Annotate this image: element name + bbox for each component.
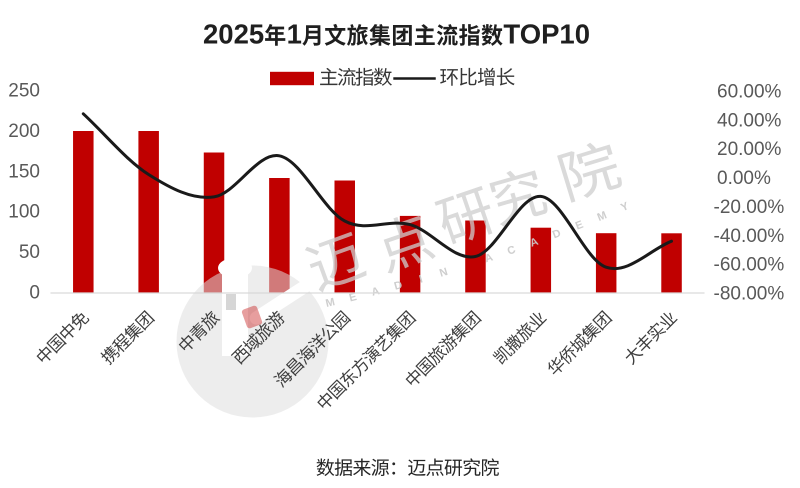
svg-text:-40.00%: -40.00% [714,226,785,247]
svg-text:20.00%: 20.00% [717,139,782,160]
svg-text:A: A [528,236,540,250]
svg-text:0.00%: 0.00% [717,168,771,189]
svg-text:A: A [370,285,381,299]
svg-text:I: I [418,273,424,285]
svg-text:N: N [438,266,449,280]
svg-text:E: E [348,291,358,304]
svg-text:150: 150 [8,161,40,182]
svg-text:E: E [574,219,585,233]
svg-text:TOP10: TOP10 [503,19,590,50]
svg-text:D: D [551,227,563,241]
svg-text:60.00%: 60.00% [717,82,782,103]
svg-text:M: M [596,209,609,224]
svg-text:100: 100 [8,202,40,223]
svg-text:1: 1 [287,19,302,50]
svg-text:0: 0 [29,283,40,304]
svg-text:200: 200 [8,121,40,142]
svg-text:40.00%: 40.00% [717,110,782,131]
svg-text:-80.00%: -80.00% [714,284,785,305]
svg-text:C: C [506,244,518,258]
svg-text:250: 250 [8,81,40,102]
svg-text:50: 50 [19,242,40,263]
svg-text:A: A [483,251,494,265]
svg-text:D: D [393,279,404,293]
svg-text:2025: 2025 [203,19,264,50]
svg-text:-20.00%: -20.00% [714,197,785,218]
svg-text:M: M [325,296,337,310]
svg-text:-60.00%: -60.00% [714,255,785,276]
